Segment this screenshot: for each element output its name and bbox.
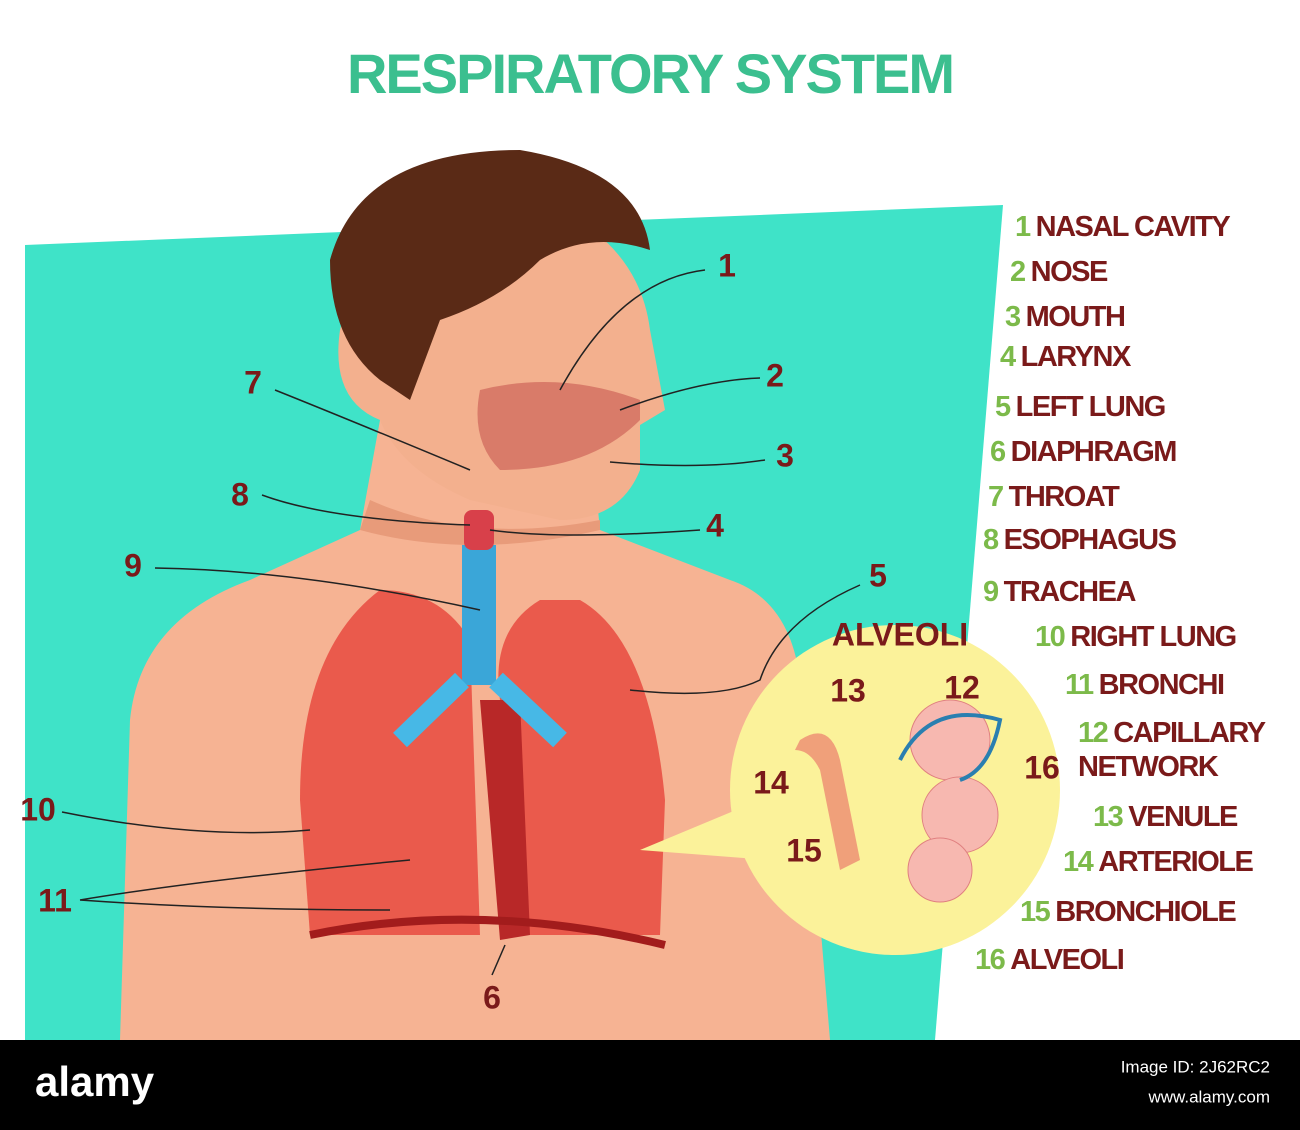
legend-number: 16 — [975, 944, 1006, 976]
legend-number: 11 — [1065, 669, 1094, 701]
legend-item: 16 ALVEOLI — [975, 943, 1125, 977]
inset-callout-number: 16 — [1024, 749, 1060, 785]
legend-label: BRONCHIOLE — [1055, 896, 1236, 928]
callout-number: 7 — [244, 364, 262, 400]
alveoli-cluster — [907, 699, 999, 903]
legend-label: MOUTH — [1025, 301, 1126, 333]
nasal-cavity — [477, 382, 640, 470]
footer-url: www.alamy.com — [1147, 1087, 1270, 1106]
legend-item: 8 ESOPHAGUS — [983, 523, 1177, 557]
inset-callout-number: 15 — [786, 832, 822, 868]
callout-number: 3 — [776, 437, 794, 473]
callout-number: 10 — [20, 791, 56, 827]
legend-label: LEFT LUNG — [1015, 391, 1167, 423]
legend-label: TRACHEA — [1003, 576, 1137, 608]
legend-number: 13 — [1093, 801, 1124, 833]
inset-title: ALVEOLI — [832, 616, 968, 652]
right-lung — [300, 590, 480, 935]
footer-bar — [0, 1040, 1300, 1130]
legend-label: ESOPHAGUS — [1003, 524, 1177, 556]
inset-circle — [730, 625, 1060, 955]
legend-label: BRONCHI — [1098, 669, 1225, 701]
legend-item: 5 LEFT LUNG — [995, 390, 1167, 424]
callout-number: 4 — [706, 507, 724, 543]
legend-item: 12 CAPILLARY NETWORK — [1078, 716, 1278, 784]
legend-number: 15 — [1020, 896, 1051, 928]
legend-number: 14 — [1063, 846, 1094, 878]
hair — [330, 150, 650, 400]
inset-callout-number: 13 — [830, 672, 866, 708]
callout-number: 1 — [718, 247, 736, 283]
heart — [480, 700, 530, 940]
legend-label: ARTERIOLE — [1098, 846, 1254, 878]
legend-item: 1 NASAL CAVITY — [1015, 210, 1231, 244]
trachea — [462, 545, 496, 685]
callout-number: 8 — [231, 476, 249, 512]
legend-item: 2 NOSE — [1010, 255, 1109, 289]
legend-label: CAPILLARY NETWORK — [1078, 717, 1266, 783]
legend-item: 15 BRONCHIOLE — [1020, 895, 1237, 929]
legend-item: 13 VENULE — [1093, 800, 1238, 834]
larynx — [464, 510, 494, 550]
callout-number: 9 — [124, 547, 142, 583]
diaphragm — [309, 915, 666, 949]
legend-number: 8 — [983, 524, 999, 556]
legend-item: 9 TRACHEA — [983, 575, 1137, 609]
legend-label: LARYNX — [1020, 341, 1132, 373]
left-lung — [498, 600, 665, 935]
legend-number: 5 — [995, 391, 1011, 423]
inset-callout-number: 12 — [944, 669, 980, 705]
legend-item: 4 LARYNX — [1000, 340, 1132, 374]
legend-label: THROAT — [1008, 481, 1120, 513]
legend-number: 1 — [1015, 211, 1031, 243]
legend-item: 10 RIGHT LUNG — [1035, 620, 1237, 654]
legend-number: 12 — [1078, 717, 1109, 749]
leader-lines — [61, 269, 861, 976]
legend-number: 10 — [1035, 621, 1066, 653]
inset-callout-number: 14 — [753, 764, 789, 800]
legend-number: 2 — [1010, 256, 1026, 288]
legend-number: 6 — [990, 436, 1006, 468]
legend-label: ALVEOLI — [1010, 944, 1125, 976]
callout-number: 2 — [766, 357, 784, 393]
legend-number: 4 — [1000, 341, 1016, 373]
title: RESPIRATORY SYSTEM — [347, 42, 953, 105]
callout-number: 5 — [869, 557, 887, 593]
legend-label: VENULE — [1128, 801, 1238, 833]
legend-label: NASAL CAVITY — [1035, 211, 1231, 243]
legend-item: 11 BRONCHI — [1065, 668, 1225, 702]
callout-number: 6 — [483, 979, 501, 1015]
legend-item: 3 MOUTH — [1005, 300, 1126, 334]
legend-item: 6 DIAPHRAGM — [990, 435, 1178, 469]
legend-label: NOSE — [1030, 256, 1109, 288]
footer-brand: alamy — [35, 1058, 155, 1105]
legend-label: DIAPHRAGM — [1010, 436, 1178, 468]
legend-number: 3 — [1005, 301, 1021, 333]
legend-item: 7 THROAT — [988, 480, 1120, 514]
footer-image-id: Image ID: 2J62RC2 — [1121, 1057, 1270, 1076]
bronchi — [393, 672, 567, 748]
capillary-network — [898, 713, 1003, 782]
legend-number: 9 — [983, 576, 999, 608]
legend-item: 14 ARTERIOLE — [1063, 845, 1254, 879]
callout-number: 11 — [38, 882, 72, 918]
bronchiole — [795, 733, 860, 870]
legend-label: RIGHT LUNG — [1070, 621, 1237, 653]
legend-number: 7 — [988, 481, 1004, 513]
